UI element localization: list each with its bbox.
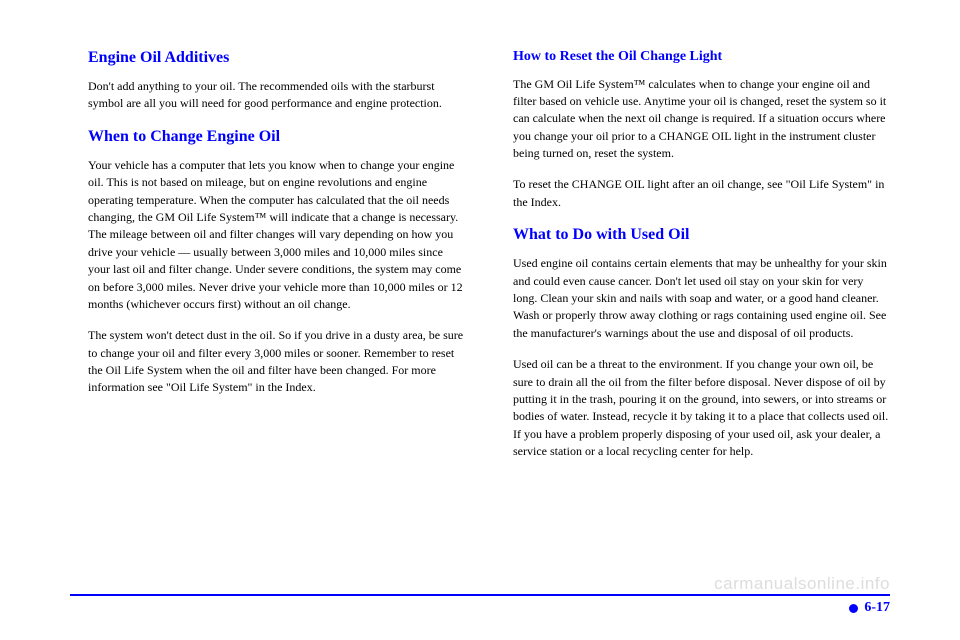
para-when-change-1: Your vehicle has a computer that lets yo… (88, 157, 465, 314)
para-additives: Don't add anything to your oil. The reco… (88, 78, 465, 113)
heading-when-change: When to Change Engine Oil (88, 127, 465, 147)
para-used-oil-1: Used engine oil contains certain element… (513, 255, 890, 342)
watermark: carmanualsonline.info (714, 574, 890, 594)
heading-additives: Engine Oil Additives (88, 48, 465, 68)
bullet-icon (849, 604, 858, 613)
footer-row: 6-17 (70, 600, 890, 616)
left-column: Engine Oil Additives Don't add anything … (88, 48, 465, 475)
footer-rule (70, 594, 890, 596)
page-body: Engine Oil Additives Don't add anything … (0, 0, 960, 475)
page-number: 6-17 (864, 600, 890, 616)
footer: 6-17 (70, 594, 890, 616)
para-when-change-2: The system won't detect dust in the oil.… (88, 327, 465, 397)
para-used-oil-2: Used oil can be a threat to the environm… (513, 356, 890, 460)
heading-reset-light: How to Reset the Oil Change Light (513, 48, 890, 66)
para-reset-2: To reset the CHANGE OIL light after an o… (513, 176, 890, 211)
para-reset-1: The GM Oil Life System™ calculates when … (513, 76, 890, 163)
right-column: How to Reset the Oil Change Light The GM… (513, 48, 890, 475)
heading-used-oil: What to Do with Used Oil (513, 225, 890, 245)
